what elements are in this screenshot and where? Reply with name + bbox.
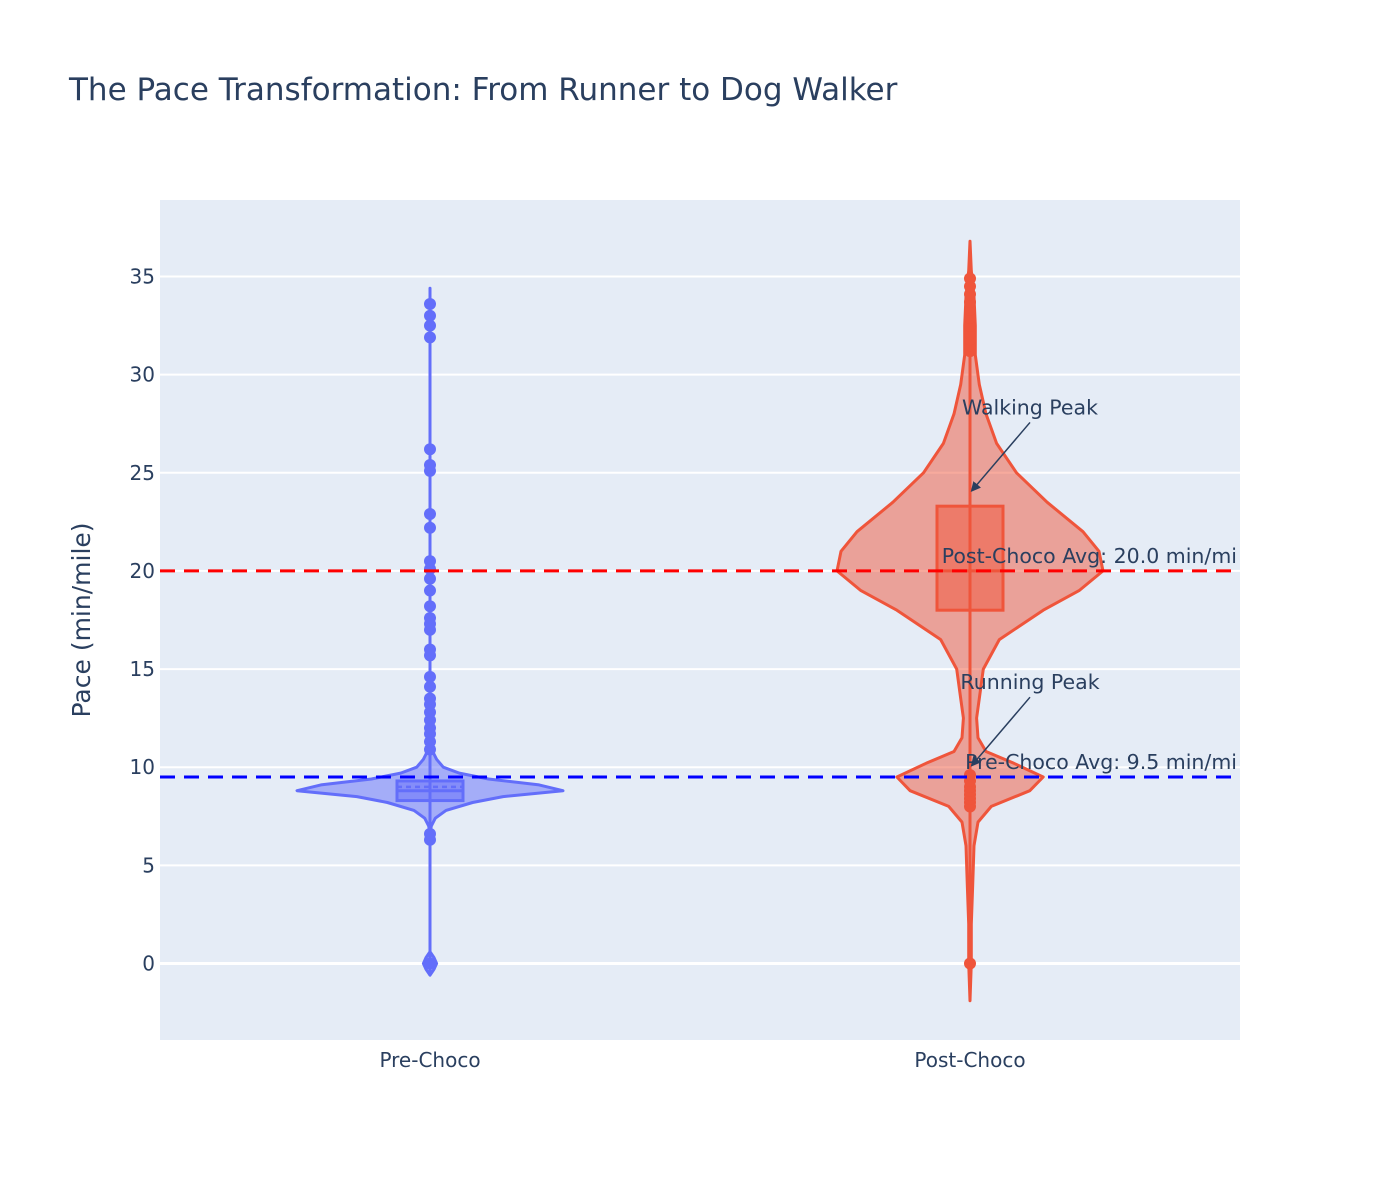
outlier-point xyxy=(424,643,436,656)
x-tick-labels: Pre-Choco Post-Choco xyxy=(379,1048,1025,1072)
outlier-point xyxy=(424,309,436,322)
violins xyxy=(295,239,1105,1003)
x-tick-label: Post-Choco xyxy=(914,1048,1025,1072)
y-tick-label: 0 xyxy=(142,951,155,975)
outlier-point xyxy=(964,957,976,970)
reference-line-label: Post-Choco Avg: 20.0 min/mi xyxy=(942,544,1237,568)
violin-box xyxy=(935,504,1005,612)
outlier-point xyxy=(424,600,436,613)
annotation-arrow xyxy=(970,421,1031,492)
outlier-point xyxy=(424,508,436,521)
outlier-point xyxy=(424,572,436,585)
outlier-point xyxy=(424,521,436,534)
plot-area xyxy=(160,200,1240,1040)
outlier-point xyxy=(424,319,436,332)
outlier-point xyxy=(424,331,436,344)
reference-lines: Post-Choco Avg: 20.0 min/mi Pre-Choco Avg… xyxy=(160,544,1240,779)
chart-title: The Pace Transformation: From Runner to … xyxy=(68,72,898,108)
y-tick-label: 35 xyxy=(130,265,155,289)
annotation-label: Running Peak xyxy=(960,670,1099,694)
y-tick-label: 15 xyxy=(130,657,155,681)
violin-series xyxy=(835,239,1105,1003)
outlier-point xyxy=(424,957,436,970)
annotation-arrow xyxy=(970,696,1031,767)
y-tick-label: 25 xyxy=(130,461,155,485)
outlier-point xyxy=(424,443,436,456)
outlier-point xyxy=(964,272,976,285)
outlier-point xyxy=(424,692,436,705)
outlier-point xyxy=(424,827,436,840)
outlier-point xyxy=(424,670,436,683)
y-tick-label: 5 xyxy=(142,853,155,877)
y-axis-title: Pace (min/mile) xyxy=(67,522,96,717)
outlier-point xyxy=(424,555,436,568)
y-tick-labels: 0 5 10 15 20 25 30 35 xyxy=(130,265,155,976)
outlier-point xyxy=(424,612,436,625)
annotation-label: Walking Peak xyxy=(962,395,1098,419)
outlier-point xyxy=(424,584,436,597)
y-tick-label: 20 xyxy=(130,559,155,583)
annotations: Walking Peak Running Peak xyxy=(960,395,1100,767)
reference-line-label: Pre-Choco Avg: 9.5 min/mi xyxy=(965,750,1237,774)
y-tick-label: 30 xyxy=(130,363,155,387)
outlier-point xyxy=(424,680,436,693)
y-tick-label: 10 xyxy=(130,755,155,779)
outlier-point xyxy=(424,458,436,471)
violin-series xyxy=(295,286,565,977)
x-tick-label: Pre-Choco xyxy=(379,1048,480,1072)
outlier-point xyxy=(424,298,436,311)
